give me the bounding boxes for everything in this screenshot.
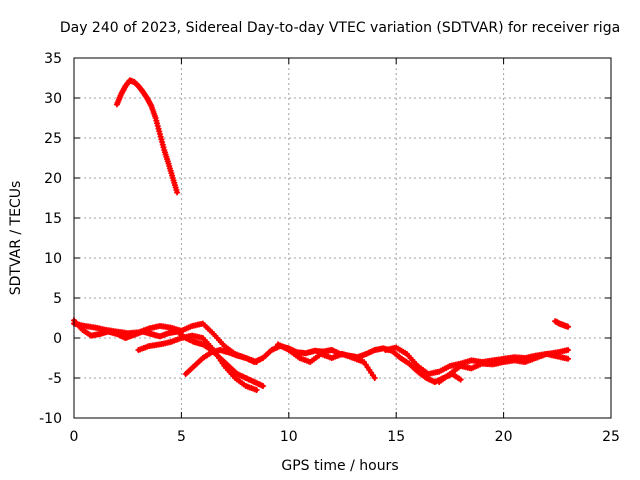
y-tick-label: 25 bbox=[44, 131, 62, 147]
series-late-arc bbox=[552, 318, 572, 330]
data-point bbox=[253, 387, 260, 393]
y-tick-label: 20 bbox=[44, 171, 62, 187]
plot-frame bbox=[73, 57, 612, 419]
data-point bbox=[565, 323, 572, 330]
y-tick-label: 5 bbox=[53, 291, 62, 307]
data-point bbox=[565, 347, 572, 353]
y-tick-label: 15 bbox=[44, 211, 62, 227]
x-tick-label: 25 bbox=[602, 429, 620, 445]
y-tick-label: 30 bbox=[44, 91, 62, 107]
x-tick-label: 20 bbox=[495, 429, 513, 445]
data-points bbox=[71, 77, 572, 393]
y-tick-label: -5 bbox=[48, 371, 62, 387]
series-track-f bbox=[382, 344, 572, 377]
chart-title: Day 240 of 2023, Sidereal Day-to-day VTE… bbox=[60, 20, 620, 36]
data-point bbox=[174, 189, 181, 196]
data-point bbox=[565, 355, 572, 362]
x-tick-label: 10 bbox=[280, 429, 298, 445]
data-point bbox=[457, 376, 464, 383]
x-tick-label: 15 bbox=[387, 429, 405, 445]
y-tick-label: 35 bbox=[44, 51, 62, 67]
data-point bbox=[371, 375, 378, 381]
series-high-arc bbox=[113, 77, 181, 196]
y-tick-label: 0 bbox=[53, 331, 62, 347]
y-tick-label: 10 bbox=[44, 251, 62, 267]
x-axis-label: GPS time / hours bbox=[281, 458, 398, 474]
y-axis-label: SDTVAR / TECUs bbox=[8, 181, 24, 296]
axis-ticks: 0 5 10 15 20 25 -10 -5 0 5 10 15 20 25 30 35 bbox=[39, 51, 620, 445]
series-track-c bbox=[135, 332, 260, 393]
x-tick-label: 0 bbox=[70, 429, 79, 445]
x-tick-label: 5 bbox=[177, 429, 186, 445]
series-track-e bbox=[275, 341, 378, 381]
data-point bbox=[260, 383, 267, 389]
y-tick-label: -10 bbox=[39, 411, 62, 427]
series-track-g bbox=[436, 351, 572, 385]
